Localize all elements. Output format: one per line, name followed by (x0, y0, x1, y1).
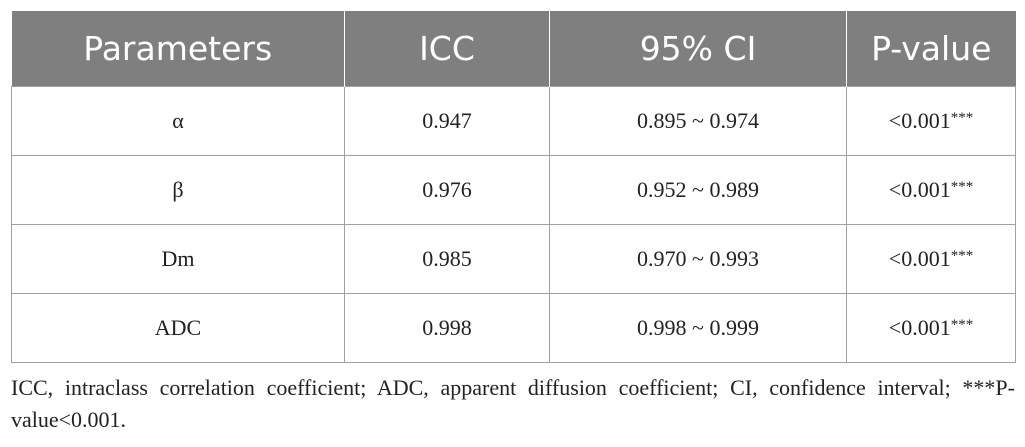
cell-parameter: ADC (11, 293, 345, 363)
cell-parameter: β (11, 155, 345, 225)
significance-marker: *** (950, 317, 974, 333)
cell-ci: 0.998 ~ 0.999 (549, 293, 847, 363)
significance-marker: *** (950, 110, 974, 126)
results-table-container: Parameters ICC 95% CI P-value α 0.947 0.… (11, 11, 1016, 363)
icc-results-table: Parameters ICC 95% CI P-value α 0.947 0.… (11, 11, 1016, 363)
header-95-ci: 95% CI (549, 11, 847, 87)
cell-icc: 0.947 (344, 86, 550, 156)
cell-p-value: <0.001*** (846, 155, 1016, 225)
p-value-text: <0.001 (888, 246, 951, 271)
cell-icc: 0.985 (344, 224, 550, 294)
p-value-text: <0.001 (888, 177, 951, 202)
cell-parameter: Dm (11, 224, 345, 294)
table-row: ADC 0.998 0.998 ~ 0.999 <0.001*** (11, 293, 1016, 363)
cell-p-value: <0.001*** (846, 224, 1016, 294)
table-header-row: Parameters ICC 95% CI P-value (11, 11, 1016, 87)
header-parameters: Parameters (11, 11, 345, 87)
header-icc: ICC (344, 11, 550, 87)
table-row: β 0.976 0.952 ~ 0.989 <0.001*** (11, 155, 1016, 225)
cell-parameter: α (11, 86, 345, 156)
p-value-text: <0.001 (888, 108, 951, 133)
cell-ci: 0.952 ~ 0.989 (549, 155, 847, 225)
table-row: Dm 0.985 0.970 ~ 0.993 <0.001*** (11, 224, 1016, 294)
significance-marker: *** (950, 248, 974, 264)
cell-p-value: <0.001*** (846, 293, 1016, 363)
significance-marker: *** (950, 179, 974, 195)
cell-icc: 0.976 (344, 155, 550, 225)
cell-icc: 0.998 (344, 293, 550, 363)
cell-p-value: <0.001*** (846, 86, 1016, 156)
table-row: α 0.947 0.895 ~ 0.974 <0.001*** (11, 86, 1016, 156)
header-p-value: P-value (846, 11, 1016, 87)
table-footnote: ICC, intraclass correlation coefficient;… (11, 375, 1015, 432)
cell-ci: 0.895 ~ 0.974 (549, 86, 847, 156)
p-value-text: <0.001 (888, 315, 951, 340)
cell-ci: 0.970 ~ 0.993 (549, 224, 847, 294)
